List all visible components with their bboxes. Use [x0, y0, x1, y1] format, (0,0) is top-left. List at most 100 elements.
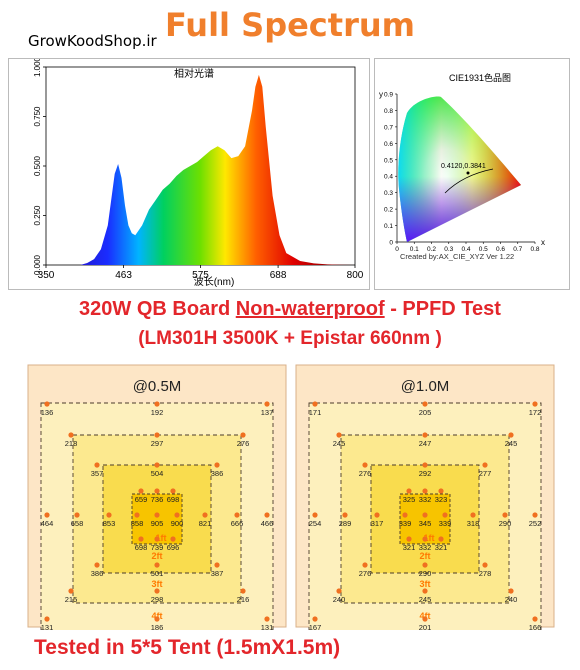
- ppfd-map: @0.5M 1ft 2ft 3ft 4ft 136 192 137 218 297 276 357 50…: [27, 364, 287, 630]
- cie-x-tick-label: 0.2: [427, 246, 436, 253]
- ppfd-sensor-dot: [532, 512, 538, 518]
- cie-x-tick-label: 0.8: [530, 246, 539, 253]
- ppfd-sensor-dot: [422, 588, 428, 594]
- ppfd-value: 218: [65, 439, 78, 448]
- ppfd-sensor-dot: [214, 562, 220, 568]
- ppfd-sensor-dot: [154, 488, 160, 494]
- ppfd-sensor-dot: [532, 616, 538, 622]
- ppfd-value: 290: [419, 569, 432, 578]
- spectrum-title: 相对光谱: [174, 67, 214, 80]
- ppfd-value: 245: [505, 439, 518, 448]
- ppfd-sensor-dot: [138, 488, 144, 494]
- ppfd-sensor-dot: [422, 432, 428, 438]
- ppfd-value: 240: [333, 595, 346, 604]
- ppfd-value: 292: [419, 469, 432, 478]
- ppfd-value: 186: [151, 623, 164, 630]
- ppfd-value: 357: [91, 469, 104, 478]
- cie-panel: CIE1931色品图 y x Created by:AX_CIE_XYZ Ver…: [374, 58, 570, 290]
- ppfd-sensor-dot: [74, 512, 80, 518]
- ppfd-sensor-dot: [532, 401, 538, 407]
- ppfd-sensor-dot: [402, 512, 408, 518]
- cie-title: CIE1931色品图: [449, 72, 511, 83]
- cie-x-tick-label: 0: [395, 246, 399, 253]
- cie-y-tick-label: 0.9: [384, 92, 393, 99]
- ppfd-sensor-dot: [312, 401, 318, 407]
- ppfd-value: 696: [167, 543, 180, 552]
- ppfd-value: 240: [505, 595, 518, 604]
- ppfd-sensor-dot: [154, 588, 160, 594]
- ppfd-value: 905: [151, 519, 164, 528]
- cie-planckian-locus: [444, 168, 494, 194]
- ppfd-value: 131: [41, 623, 54, 630]
- ppfd-value: 501: [151, 569, 164, 578]
- ppfd-value: 321: [403, 543, 416, 552]
- ppfd-value: 736: [151, 495, 164, 504]
- ppfd-ring-label: 1ft: [156, 533, 167, 543]
- ppfd-sensor-dot: [438, 536, 444, 542]
- ppfd-sensor-dot: [94, 462, 100, 468]
- cie-x-tick-label: 0.1: [410, 246, 419, 253]
- ppfd-value: 853: [103, 519, 116, 528]
- ppfd-value: 297: [151, 439, 164, 448]
- cie-y-axis-label: y: [379, 90, 383, 99]
- ppfd-value: 466: [261, 519, 274, 528]
- ppfd-sensor-dot: [240, 432, 246, 438]
- ppfd-value: 339: [439, 519, 452, 528]
- spectrum-x-tick-label: 575: [192, 270, 209, 281]
- ppfd-value: 166: [529, 623, 542, 630]
- ppfd-sensor-dot: [214, 462, 220, 468]
- spectrum-panel: 350 463 575 688 800 0.000 0.250 0.500 0.750 1.000…: [8, 56, 370, 290]
- ppfd-map-title: @0.5M: [133, 378, 182, 395]
- ppfd-ring-label: 3ft: [152, 579, 163, 589]
- ppfd-value: 215: [65, 595, 78, 604]
- ppfd-sensor-dot: [154, 432, 160, 438]
- ppfd-sensor-dot: [154, 536, 160, 542]
- spectrum-x-tick-label: 688: [270, 270, 287, 281]
- ppfd-value: 325: [403, 495, 416, 504]
- ppfd-sensor-dot: [422, 512, 428, 518]
- ppfd-value: 387: [211, 569, 224, 578]
- ppfd-sensor-dot: [362, 562, 368, 568]
- ppfd-value: 192: [151, 408, 164, 417]
- ppfd-ring-label: 4ft: [152, 611, 163, 621]
- ppfd-ring-label: 2ft: [420, 551, 431, 561]
- ppfd-sensor-dot: [508, 432, 514, 438]
- cie-y-tick-label: 0.8: [384, 108, 393, 115]
- ppfd-value: 821: [199, 519, 212, 528]
- ppfd-sensor-dot: [106, 512, 112, 518]
- ppfd-value: 137: [261, 408, 274, 417]
- headline-underlined: Non-waterproof: [235, 298, 385, 320]
- ppfd-value: 321: [435, 543, 448, 552]
- cie-y-tick-label: 0.3: [384, 190, 393, 197]
- cie-y-tick-label: 0.2: [384, 207, 393, 214]
- spectrum-x-tick-label: 463: [115, 270, 132, 281]
- ppfd-sensor-dot: [44, 512, 50, 518]
- cie-y-tick-label: 0.5: [384, 157, 393, 164]
- ppfd-sensor-dot: [482, 562, 488, 568]
- ppfd-sensor-dot: [406, 488, 412, 494]
- ppfd-sensor-dot: [422, 616, 428, 622]
- spectrum-series-area: [46, 74, 355, 266]
- ppfd-sensor-dot: [68, 432, 74, 438]
- ppfd-sensor-dot: [264, 616, 270, 622]
- ppfd-sensor-dot: [44, 401, 50, 407]
- spectrum-y-tick-label: 1.000: [33, 59, 42, 77]
- spectrum-x-tick-label: 350: [38, 270, 55, 281]
- ppfd-sensor-dot: [422, 562, 428, 568]
- ppfd-headline: 320W QB Board Non-waterproof - PPFD Test: [0, 298, 580, 321]
- ppfd-zone: [131, 493, 183, 545]
- cie-point-marker: [466, 171, 470, 175]
- ppfd-sensor-dot: [312, 512, 318, 518]
- ppfd-value: 666: [231, 519, 244, 528]
- ppfd-value: 276: [359, 469, 372, 478]
- ppfd-value: 216: [237, 595, 250, 604]
- ppfd-value: 339: [399, 519, 412, 528]
- ppfd-value: 298: [151, 595, 164, 604]
- ppfd-value: 332: [419, 495, 432, 504]
- spectrum-y-tick-label: 0.000: [33, 254, 42, 275]
- ppfd-value: 318: [467, 519, 480, 528]
- spectrum-y-tick-label: 0.250: [33, 205, 42, 226]
- cie-coordinate: 0.4120,0.3841: [441, 163, 486, 170]
- ppfd-sensor-dot: [68, 588, 74, 594]
- ppfd-sensor-dot: [342, 512, 348, 518]
